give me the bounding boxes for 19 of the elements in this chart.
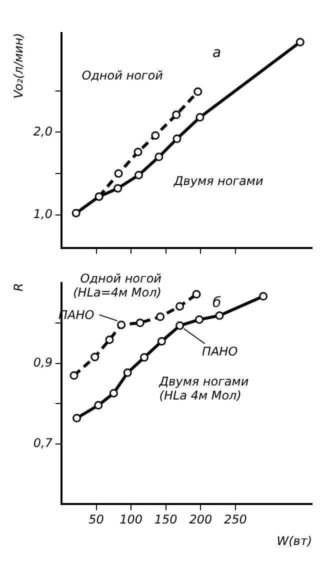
x-tick-label: 50 (88, 512, 104, 527)
y-tick-label: 1,0 (33, 206, 53, 221)
annotation: ПАНО (202, 344, 238, 359)
series-label: Двумя ногами (172, 174, 264, 188)
y-axis-title: R (11, 283, 26, 292)
x-tick-label: 100 (120, 512, 143, 527)
y-tick-label: 2,0 (33, 124, 53, 138)
x-tick-label: 250 (224, 512, 248, 527)
y-tick-label: 0,9 (33, 356, 52, 370)
x-axis-title: W(вт) (276, 534, 312, 548)
y-tick-label: 0,7 (33, 436, 53, 450)
x-tick-label: 150 (154, 512, 178, 527)
series-label: Одной ногой (HLa=4м Мол) (73, 271, 162, 300)
text: б (212, 295, 222, 311)
text: а (212, 45, 222, 61)
text: Одной ногой (82, 68, 164, 83)
series-label: Двумя ногами (HLa 4м Мол) (158, 374, 249, 402)
y-axis-title: Vo₂(л/мин) (11, 33, 26, 98)
x-tick-label: 200 (189, 512, 212, 527)
